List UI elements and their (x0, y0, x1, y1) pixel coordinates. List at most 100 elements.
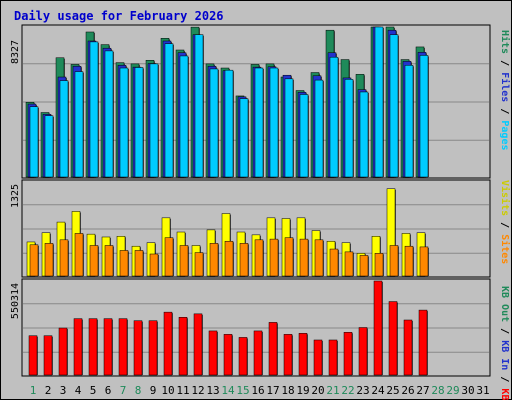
hits-pages-bar (89, 41, 99, 178)
legend-visits: Visits (499, 180, 511, 216)
hits-pages-bar (314, 79, 324, 178)
day-label: 4 (75, 384, 82, 397)
kbytes-kb-f-bar (193, 313, 203, 376)
kbytes-kb-f-bar (148, 320, 158, 376)
hits-pages-bar (224, 69, 234, 178)
kbytes-kb-f-bar (403, 319, 413, 376)
hits-pages-bar (149, 63, 159, 178)
hits-pages-bar (269, 67, 279, 178)
legend-sep: / (499, 108, 510, 114)
kbytes-kb-f-bar (388, 301, 398, 376)
day-label: 8 (135, 384, 142, 397)
kbytes-kb-f-bar (418, 309, 428, 376)
kbytes-kb-f-bar (133, 320, 143, 376)
day-label: 19 (296, 384, 309, 397)
visits-sites-bar (419, 246, 429, 277)
kbytes-kb-f-bar (208, 330, 218, 376)
legend-pages: Pages (499, 120, 510, 150)
kbytes-kb-f-bar (103, 318, 113, 376)
day-label: 16 (251, 384, 264, 397)
hits-pages-bar (179, 55, 189, 178)
visits-sites-bar (29, 244, 39, 277)
kbytes-kb-f-bar (28, 335, 38, 376)
kbytes-kb-f-bar (253, 330, 263, 376)
legend-kb-out: KB Out (499, 286, 510, 322)
day-label: 14 (221, 384, 235, 397)
hits-pages-bar (239, 98, 249, 178)
legend-sep: / (499, 60, 510, 66)
hits-pages-bar (164, 43, 174, 178)
day-label: 31 (476, 384, 489, 397)
visits-sites-bar (209, 243, 219, 277)
kbytes-kb-f-bar (298, 333, 308, 376)
hits-pages-bar (374, 26, 384, 178)
visits-sites-bar (44, 243, 54, 277)
day-label: 7 (120, 384, 127, 397)
day-label: 17 (266, 384, 279, 397)
visits-sites-bar (389, 245, 399, 277)
hits-pages-bar (284, 78, 294, 178)
day-label: 29 (446, 384, 459, 397)
day-label: 5 (90, 384, 97, 397)
hits-pages-bar (359, 91, 369, 178)
hits-pages-bar (329, 56, 339, 178)
day-label: 21 (326, 384, 339, 397)
kbytes-kb-f-bar (358, 327, 368, 376)
day-label: 12 (191, 384, 204, 397)
kbytes-ymax-label: 550314 (10, 283, 21, 319)
visits-sites-bar (134, 250, 144, 277)
visits-sites-bar (374, 253, 384, 277)
day-label: 6 (105, 384, 112, 397)
day-label: 18 (281, 384, 294, 397)
hits-pages-bar (29, 106, 39, 178)
x-axis-labels: 1 2 3 4 5 6 7 8 9 10 11 12 13 14 15 16 17 18 19 20 21 22 23 24 2… (30, 384, 490, 397)
hits-pages-bar (344, 79, 354, 178)
legend-files: Files (499, 72, 511, 102)
day-label: 3 (60, 384, 67, 397)
legend-sep: / (499, 376, 510, 382)
visits-legend: Visits / Sites (499, 180, 511, 264)
day-label: 25 (386, 384, 399, 397)
visits-sites-bar (164, 237, 174, 277)
legend-sites: Sites (499, 234, 511, 264)
kbytes-kb-f-bar (43, 335, 53, 376)
visits-sites-bar (329, 248, 339, 277)
kbytes-kb-f-bar (178, 317, 188, 376)
visits-sites-bar (314, 239, 324, 277)
hits-pages-bar (254, 67, 264, 178)
day-label: 9 (150, 384, 157, 397)
kbytes-kb-f-bar (238, 337, 248, 376)
visits-ymax-label: 1325 (10, 184, 21, 208)
hits-pages-bar (209, 68, 219, 178)
day-label: 1 (30, 384, 37, 397)
day-label: 20 (311, 384, 324, 397)
day-label: 26 (401, 384, 414, 397)
day-label: 10 (161, 384, 174, 397)
hits-pages-bar (404, 65, 414, 178)
legend-kb-in: KB In (499, 340, 510, 370)
kbytes-kb-f-bar (313, 339, 323, 376)
day-label: 22 (341, 384, 354, 397)
day-label: 28 (431, 384, 444, 397)
hits-legend: Hits / Files / Pages (499, 30, 511, 151)
visits-sites-bar (194, 252, 204, 277)
kbytes-kb-f-bar (88, 318, 98, 376)
hits-pages-bar (194, 34, 204, 178)
kbytes-kb-f-bar (343, 332, 353, 376)
visits-sites-bar (74, 233, 84, 277)
day-label: 15 (236, 384, 249, 397)
hits-ymax-label: 8327 (10, 40, 21, 64)
hits-pages-bar (74, 71, 84, 178)
visits-sites-bar (224, 240, 234, 277)
hits-pages-bar (104, 50, 114, 178)
chart-bars (25, 26, 429, 376)
visits-sites-bar (344, 251, 354, 277)
visits-sites-bar (254, 239, 264, 277)
kbytes-kb-f-bar (283, 334, 293, 376)
legend-hits: Hits (499, 30, 511, 54)
hits-pages-bar (44, 115, 54, 178)
visits-sites-bar (59, 239, 69, 277)
visits-sites-bar (239, 243, 249, 277)
